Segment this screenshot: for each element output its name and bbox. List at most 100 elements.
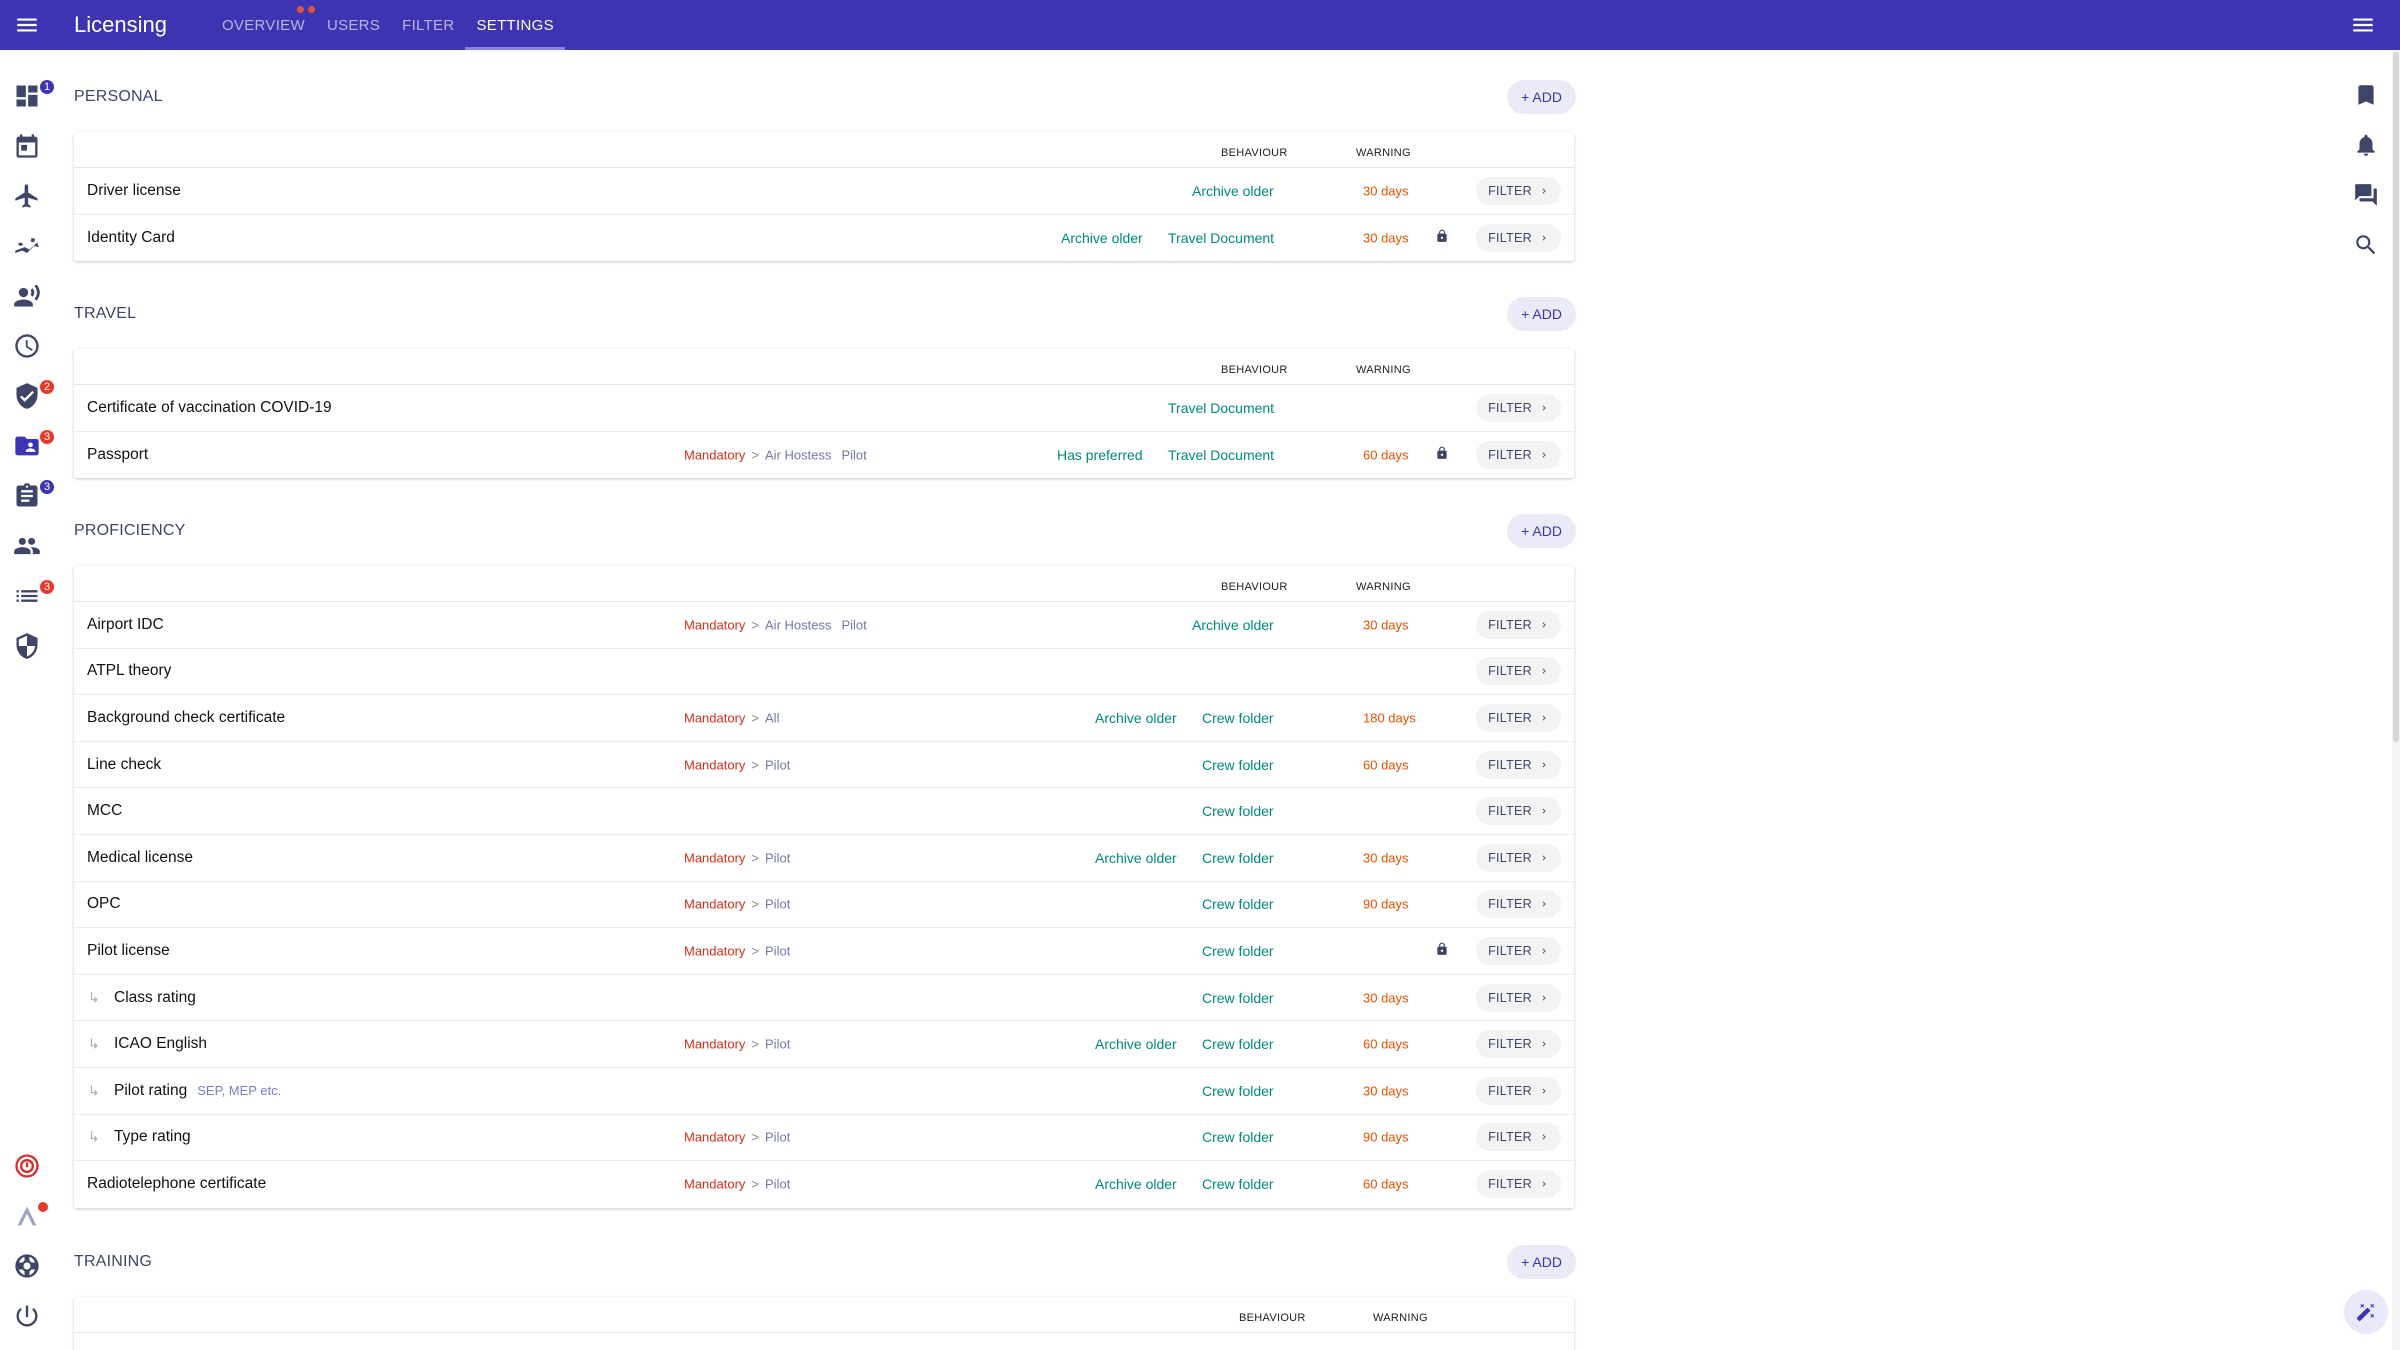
table-row[interactable]: ATPL theory FILTER <box>74 649 1574 696</box>
table-row[interactable]: ↳ Type rating Mandatory > Pilot Crew folder 90… <box>74 1115 1574 1162</box>
assistant-fab[interactable] <box>2344 1290 2388 1334</box>
nav-lists[interactable]: 3 <box>0 576 56 616</box>
warning-column-header: WARNING <box>1373 1312 1428 1324</box>
row-mandatory: Mandatory > Air Hostess Pilot <box>684 447 867 463</box>
nav-licensing[interactable]: 3 <box>0 426 56 466</box>
behaviour-column-header: BEHAVIOUR <box>1239 1312 1306 1324</box>
row-archive: Archive older <box>1095 709 1177 726</box>
table-row[interactable]: Passport Mandatory > Air Hostess Pilot Has … <box>74 432 1574 479</box>
table-row[interactable]: Driver license Archive older 30 days FIL… <box>74 168 1574 215</box>
chevron-right-icon <box>1542 855 1546 861</box>
table-header: BEHAVIOUR WARNING <box>74 349 1574 385</box>
table-row[interactable]: Medical license Mandatory > Pilot Archive ol… <box>74 835 1574 882</box>
nav-compliance[interactable]: 2 <box>0 376 56 416</box>
row-warning: 60 days <box>1363 447 1409 463</box>
table-row[interactable]: Background check certificate Mandatory > Al… <box>74 695 1574 742</box>
row-filter-button[interactable]: FILTER <box>1476 223 1561 252</box>
row-archive: Archive older <box>1095 1036 1177 1053</box>
nav-people[interactable] <box>0 526 54 566</box>
row-filter-button[interactable]: FILTER <box>1476 1123 1561 1152</box>
tab-filter-label: FILTER <box>402 16 455 34</box>
nav-lists-badge: 3 <box>38 578 56 596</box>
row-filter-button[interactable]: FILTER <box>1476 703 1561 732</box>
row-filter-button[interactable]: FILTER <box>1476 983 1561 1012</box>
row-mandatory: Mandatory > Pilot <box>684 1129 791 1145</box>
row-filter-button[interactable]: FILTER <box>1476 440 1561 469</box>
nav-crew-voice[interactable] <box>0 276 54 316</box>
nav-app-logo[interactable] <box>0 1196 54 1236</box>
row-filter-button[interactable]: FILTER <box>1476 610 1561 639</box>
filter-label: FILTER <box>1488 1130 1532 1145</box>
nav-assignments[interactable]: 3 <box>0 476 56 516</box>
row-filter-button[interactable]: FILTER <box>1476 1030 1561 1059</box>
main-menu-button[interactable] <box>0 0 54 50</box>
row-filter-button[interactable]: FILTER <box>1476 750 1561 779</box>
add-proficiency-button[interactable]: + ADD <box>1507 514 1576 548</box>
row-filter-button[interactable]: FILTER <box>1476 843 1561 872</box>
row-filter-button[interactable]: FILTER <box>1476 797 1561 826</box>
chevron-right-icon <box>1542 452 1546 458</box>
table-row[interactable]: Pilot license Mandatory > Pilot Crew folder F… <box>74 928 1574 975</box>
table-row[interactable]: ↳ ICAO English Mandatory > Pilot Archive olde… <box>74 1021 1574 1068</box>
verified-shield-icon <box>16 383 38 409</box>
nav-history[interactable] <box>0 326 54 366</box>
table-header: BEHAVIOUR WARNING <box>74 132 1574 168</box>
add-training-button[interactable]: + ADD <box>1507 1245 1576 1279</box>
section-title: TRAINING <box>74 1253 153 1270</box>
row-folder: Crew folder <box>1202 756 1274 773</box>
row-filter-button[interactable]: FILTER <box>1476 657 1561 686</box>
secondary-menu-button[interactable] <box>2336 0 2390 50</box>
table-row[interactable]: Line check Mandatory > Pilot Crew folder 60 d… <box>74 742 1574 789</box>
nav-flights[interactable] <box>0 176 54 216</box>
filter-label: FILTER <box>1488 664 1532 679</box>
nav-security[interactable] <box>0 626 54 666</box>
filter-label: FILTER <box>1488 230 1532 245</box>
table-row[interactable]: Radiotelephone certificate Mandatory > Pilo… <box>74 1161 1574 1208</box>
filter-label: FILTER <box>1488 943 1532 958</box>
row-mandatory: Mandatory > Pilot <box>684 1036 791 1052</box>
tab-overview[interactable]: OVERVIEW <box>211 0 316 50</box>
table-row[interactable]: Certificate of vaccination COVID-19 Trav… <box>74 385 1574 432</box>
notifications-button[interactable] <box>2346 125 2386 165</box>
dashboard-icon <box>16 85 38 107</box>
row-folder: Crew folder <box>1202 1036 1274 1053</box>
table-row[interactable]: ↳ Pilot rating SEP, MEP etc. Crew folder 30 … <box>74 1068 1574 1115</box>
nav-power-target[interactable] <box>0 1146 54 1186</box>
nav-calendar[interactable] <box>0 126 54 166</box>
row-filter-button[interactable]: FILTER <box>1476 176 1561 205</box>
add-personal-button[interactable]: + ADD <box>1507 80 1576 114</box>
nav-routes[interactable] <box>0 226 54 266</box>
table-row[interactable]: Identity Card Archive older Travel Docum… <box>74 215 1574 262</box>
tab-users[interactable]: USERS <box>316 0 391 50</box>
filter-label: FILTER <box>1488 804 1532 819</box>
chevron-right-icon <box>1542 715 1546 721</box>
page-scrollbar[interactable] <box>2392 50 2400 1350</box>
table-row[interactable]: Airport IDC Mandatory > Air Hostess Pilot Arc… <box>74 602 1574 649</box>
bookmarks-button[interactable] <box>2346 75 2386 115</box>
table-row[interactable]: MCC Crew folder FILTER <box>74 788 1574 835</box>
row-warning: 30 days <box>1363 1083 1409 1099</box>
scrollbar-thumb[interactable] <box>2393 52 2399 742</box>
row-preferred: Has preferred <box>1057 446 1143 463</box>
bell-icon <box>2357 134 2375 156</box>
row-filter-button[interactable]: FILTER <box>1476 890 1561 919</box>
nav-dashboard[interactable]: 1 <box>0 76 56 116</box>
row-filter-button[interactable]: FILTER <box>1476 1076 1561 1105</box>
add-travel-button[interactable]: + ADD <box>1507 297 1576 331</box>
tab-filter[interactable]: FILTER <box>391 0 465 50</box>
search-button[interactable] <box>2346 225 2386 265</box>
nav-assignments-badge: 3 <box>38 478 56 496</box>
table-row[interactable]: ↳ Class rating Crew folder 30 days FILTER <box>74 975 1574 1022</box>
table-row[interactable]: OPC Mandatory > Pilot Crew folder 90 days FILT… <box>74 882 1574 929</box>
nav-logout[interactable] <box>0 1296 54 1336</box>
row-filter-button[interactable]: FILTER <box>1476 936 1561 965</box>
row-mandatory: Mandatory > Pilot <box>684 1176 791 1192</box>
row-filter-button[interactable]: FILTER <box>1476 393 1561 422</box>
row-filter-button[interactable]: FILTER <box>1476 1170 1561 1199</box>
subitem-arrow-icon: ↳ <box>88 1082 100 1099</box>
messages-button[interactable] <box>2346 175 2386 215</box>
row-warning: 180 days <box>1363 710 1416 726</box>
tab-settings[interactable]: SETTINGS <box>465 0 566 50</box>
nav-help[interactable] <box>0 1246 54 1286</box>
row-warning: 30 days <box>1363 617 1409 633</box>
